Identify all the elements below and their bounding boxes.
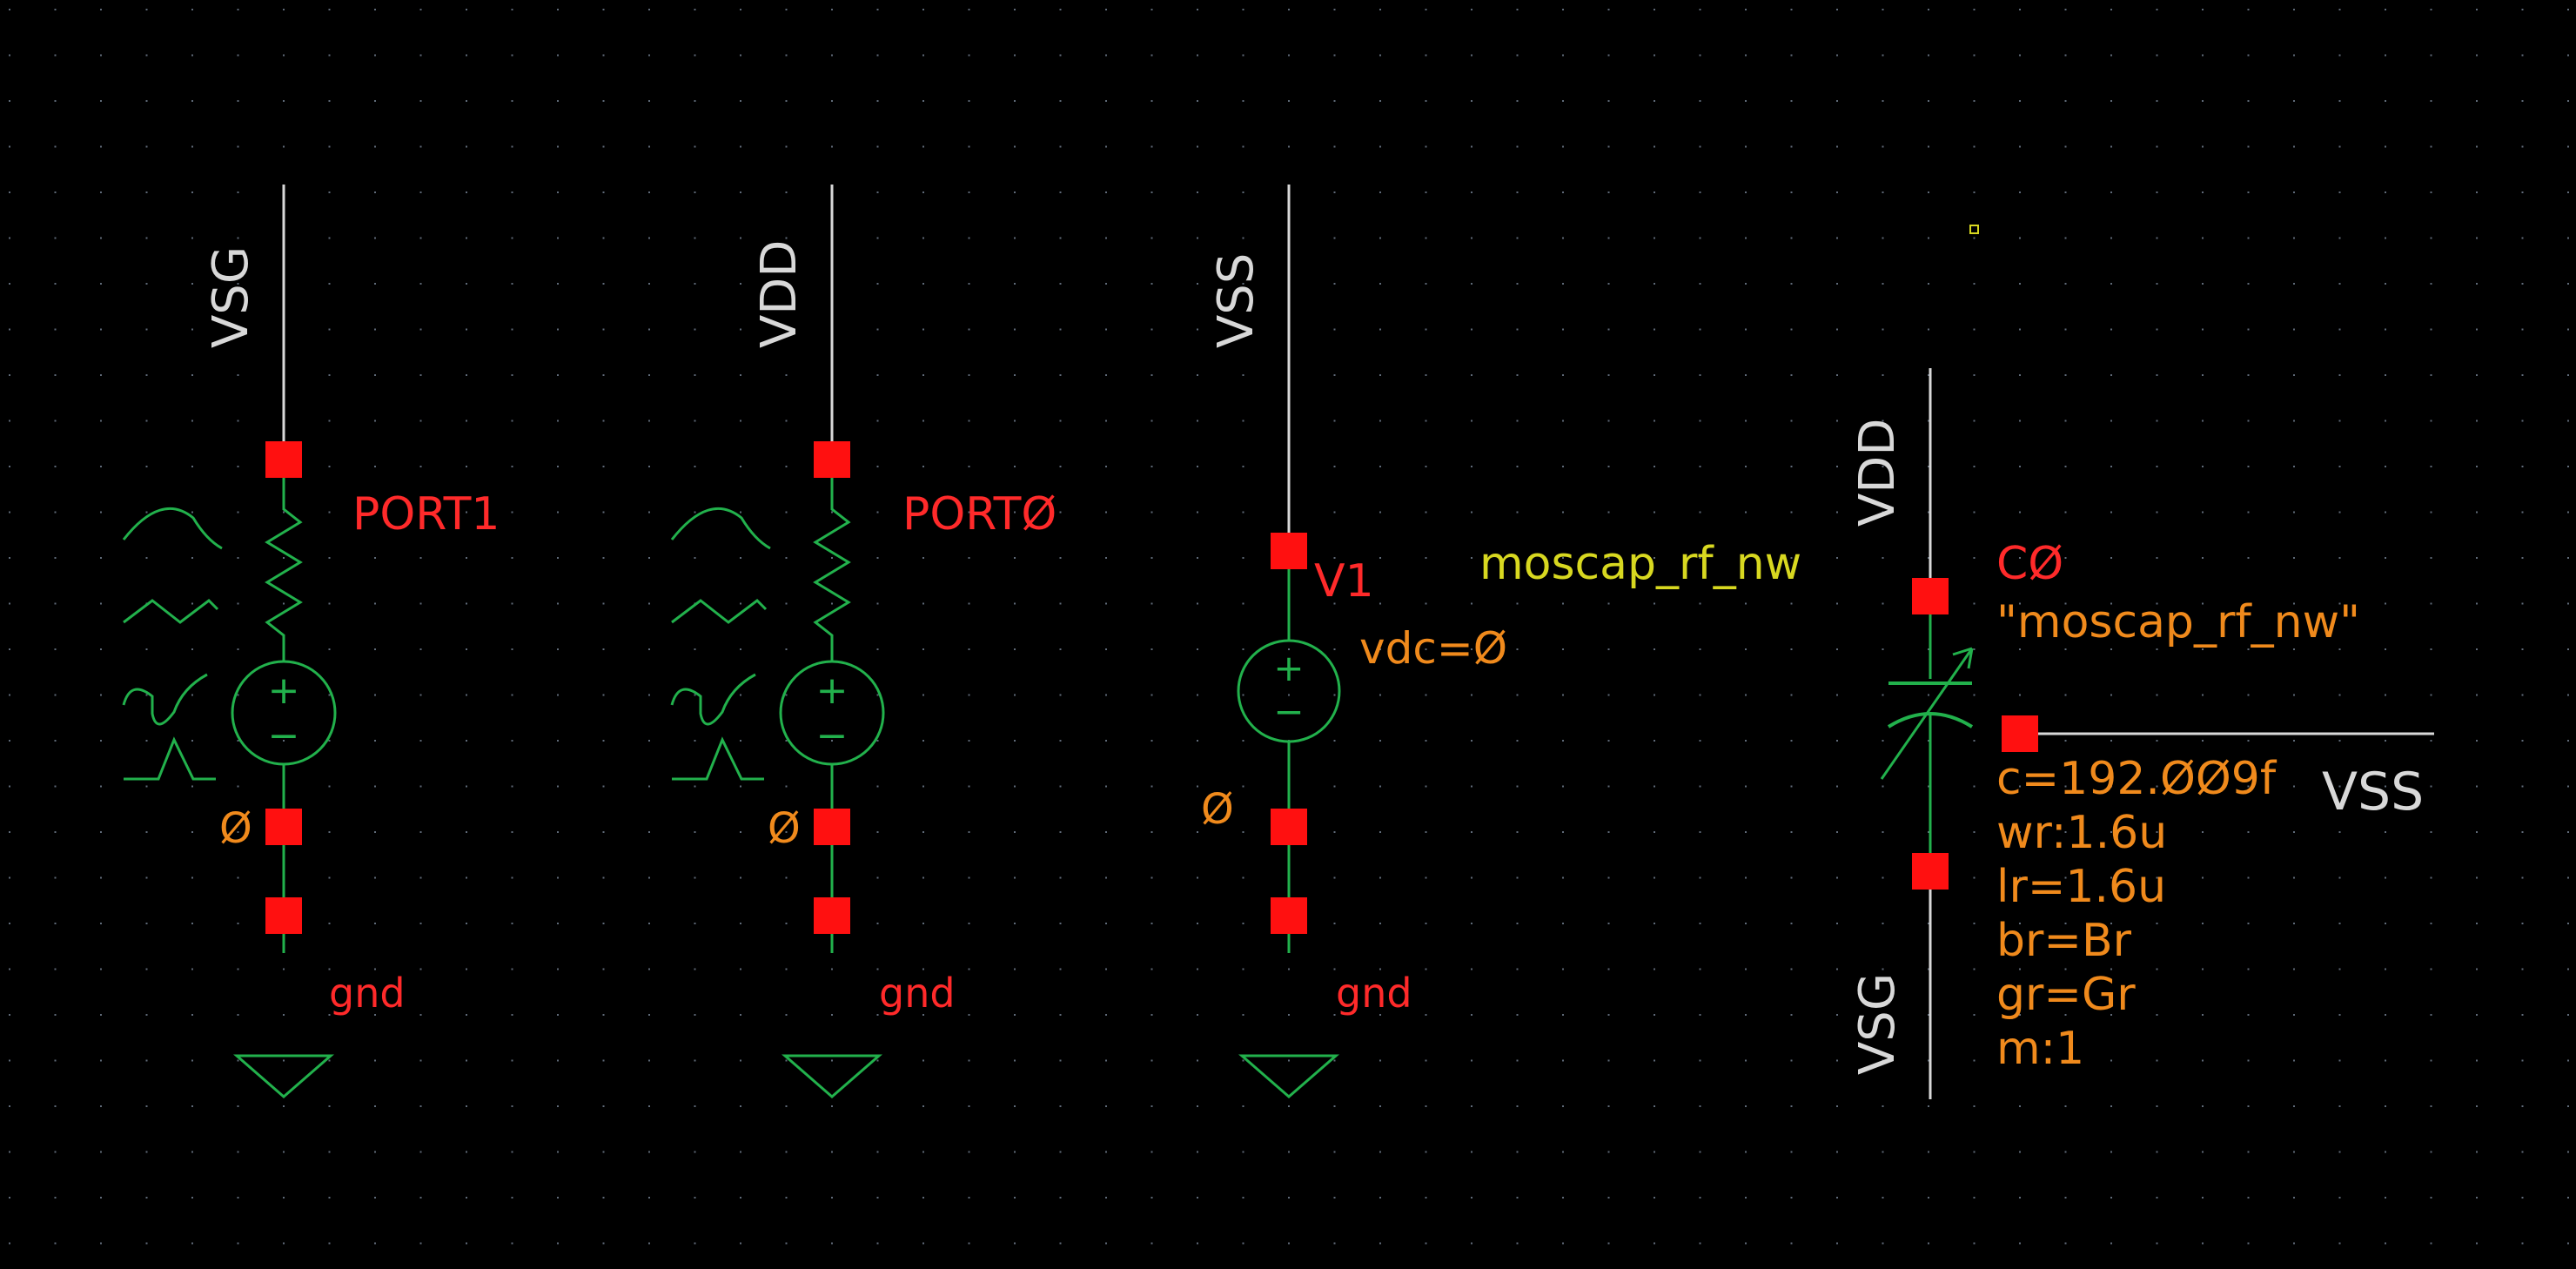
port1-net-label: VSG: [203, 246, 259, 348]
port0-minus-sign: −: [816, 714, 849, 758]
port1-pin-top[interactable]: [265, 441, 302, 478]
port1-wave-arc: [122, 507, 223, 550]
moscap-pin-bottom[interactable]: [1912, 853, 1949, 890]
port0-name: PORTØ: [902, 488, 1057, 540]
moscap-pin-top[interactable]: [1912, 578, 1949, 614]
moscap-variable-arrow: [1880, 648, 1974, 780]
v1-ground-symbol: [1238, 1054, 1340, 1098]
moscap-vdd-label: VDD: [1849, 418, 1906, 527]
port1-source[interactable]: VSG + − PORT1 Ø gnd: [122, 185, 500, 1098]
port1-plus-sign: +: [268, 668, 300, 713]
port1-name: PORT1: [352, 488, 500, 540]
port0-wave-triangle: [671, 599, 768, 624]
moscap-param-gr: gr=Gr: [1996, 969, 2136, 1021]
port1-resistor: [265, 478, 303, 661]
moscap-origin-marker: [1969, 225, 1979, 234]
moscap-vsg-label: VSG: [1849, 973, 1906, 1075]
port1-pin-gnd[interactable]: [265, 897, 302, 934]
moscap-vss-label: VSS: [2322, 762, 2424, 822]
moscap-cell-name: moscap_rf_nw: [1479, 538, 1801, 590]
v1-name: V1: [1314, 555, 1374, 608]
port0-ground-symbol: [781, 1054, 883, 1098]
moscap-model-name: "moscap_rf_nw": [1996, 596, 2360, 648]
port0-pin-gnd[interactable]: [814, 897, 850, 934]
moscap-param-br: br=Br: [1996, 915, 2132, 967]
port1-node-label: Ø: [219, 804, 252, 853]
port1-wave-triangle: [123, 599, 219, 624]
port0-pin-top[interactable]: [814, 441, 850, 478]
moscap-instance[interactable]: VDD moscap_rf_nw CØ "moscap_rf_nw" VSS V…: [1479, 225, 2434, 1099]
port0-pin-minus[interactable]: [814, 809, 850, 845]
v1-net-label: VSS: [1208, 253, 1265, 348]
port0-wave-sine: [670, 673, 756, 726]
moscap-inst-name: CØ: [1996, 538, 2063, 590]
v1-gnd-label: gnd: [1336, 970, 1412, 1017]
moscap-arrow-head: [1952, 647, 1974, 669]
v1-node-label: Ø: [1201, 785, 1234, 834]
port1-wave-sine: [122, 673, 208, 726]
moscap-param-lr: lr=1.6u: [1996, 861, 2166, 913]
moscap-param-m: m:1: [1996, 1023, 2084, 1075]
port0-gnd-label: gnd: [879, 970, 956, 1017]
v1-plus-sign: +: [1273, 647, 1304, 689]
port0-source[interactable]: VDD + − PORTØ Ø gnd: [670, 185, 1057, 1098]
port1-ground-symbol: [232, 1054, 335, 1098]
port0-wave-arc: [670, 507, 771, 550]
port1-pin-minus[interactable]: [265, 809, 302, 845]
moscap-pin-bulk[interactable]: [2002, 715, 2038, 752]
port0-wave-pulse: [672, 736, 764, 781]
port0-plus-sign: +: [816, 668, 849, 713]
v1-param-vdc: vdc=Ø: [1359, 623, 1507, 674]
port0-node-label: Ø: [768, 804, 801, 853]
port1-minus-sign: −: [268, 714, 300, 758]
v1-source[interactable]: VSS V1 + − vdc=Ø Ø gnd: [1201, 185, 1507, 1098]
v1-minus-sign: −: [1273, 690, 1304, 733]
port0-net-label: VDD: [751, 239, 808, 348]
port0-resistor: [813, 478, 851, 661]
v1-pin-top[interactable]: [1271, 533, 1307, 569]
port1-gnd-label: gnd: [329, 970, 406, 1017]
port1-wave-pulse: [124, 736, 216, 781]
moscap-param-c: c=192.ØØ9f: [1996, 753, 2277, 805]
v1-pin-minus[interactable]: [1271, 809, 1307, 845]
moscap-param-wr: wr:1.6u: [1996, 807, 2167, 859]
v1-pin-gnd[interactable]: [1271, 897, 1307, 934]
